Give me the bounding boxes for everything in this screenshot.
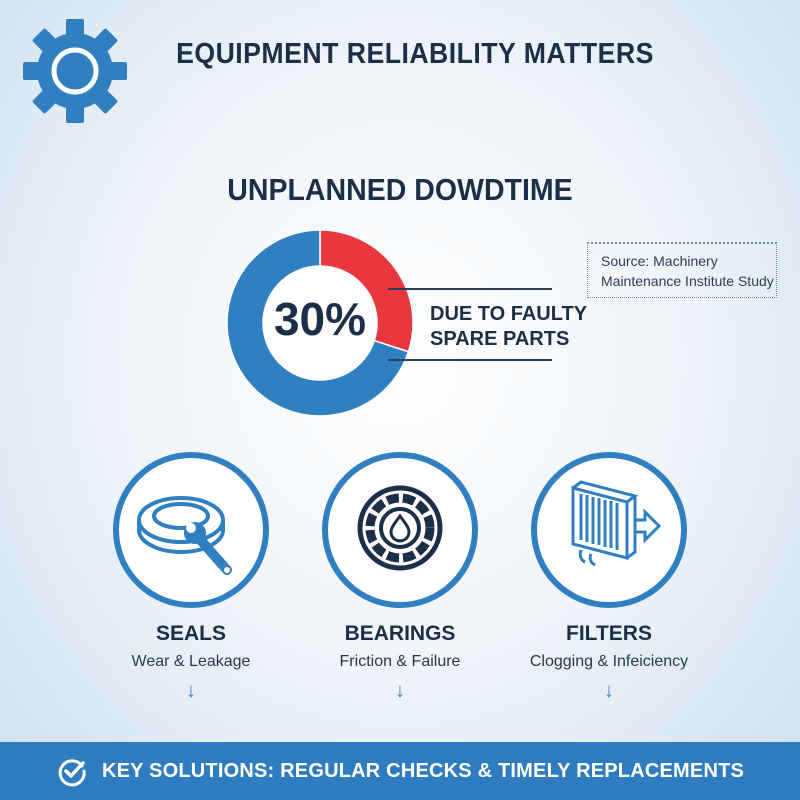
- bearing-icon: [357, 485, 443, 571]
- bearing-card-circle: [322, 452, 478, 608]
- part-subtitle-filters: Clogging & Infeiciency: [529, 653, 689, 670]
- arrow-down-icon: ↓: [604, 680, 614, 702]
- donut-chart: [226, 229, 414, 417]
- part-title-filters: FILTERS: [566, 622, 652, 645]
- source-line2: Maintenance Institute Study: [601, 273, 774, 289]
- part-title-seals: SEALS: [155, 622, 226, 645]
- filter-card-circle: [531, 452, 687, 608]
- source-box: Source: Machinery Maintenance Institute …: [587, 242, 777, 298]
- callout-line-bottom: [388, 359, 552, 361]
- check-circle-icon: [58, 759, 86, 787]
- footer-text: KEY SOLUTIONS: REGULAR CHECKS & TIMELY R…: [101, 759, 745, 782]
- part-subtitle-bearings: Friction & Failure: [339, 653, 461, 670]
- seal-card-circle: [113, 452, 269, 608]
- gear-icon: [23, 19, 127, 123]
- filter-icon: [571, 480, 662, 567]
- donut-center-label: 30%: [273, 293, 367, 345]
- arrow-down-icon: ↓: [395, 680, 405, 702]
- arrow-down-icon: ↓: [186, 680, 196, 702]
- section-title: UNPLANNED DOWDTIME: [227, 172, 573, 207]
- part-title-bearings: BEARINGS: [344, 622, 456, 645]
- callout-line1: DUE TO FAULTY: [430, 303, 588, 325]
- page-title: EQUIPMENT RELIABILITY MATTERS: [176, 38, 654, 70]
- callout-line-top: [388, 288, 552, 290]
- callout-line2: SPARE PARTS: [430, 328, 570, 350]
- footer-banner: KEY SOLUTIONS: REGULAR CHECKS & TIMELY R…: [0, 742, 800, 800]
- part-subtitle-seals: Wear & Leakage: [131, 653, 251, 670]
- donut-hole: [263, 266, 377, 380]
- source-line1: Source: Machinery: [601, 253, 718, 269]
- callout-text: DUE TO FAULTY SPARE PARTS: [430, 302, 587, 352]
- seal-wrench-icon: [137, 496, 232, 575]
